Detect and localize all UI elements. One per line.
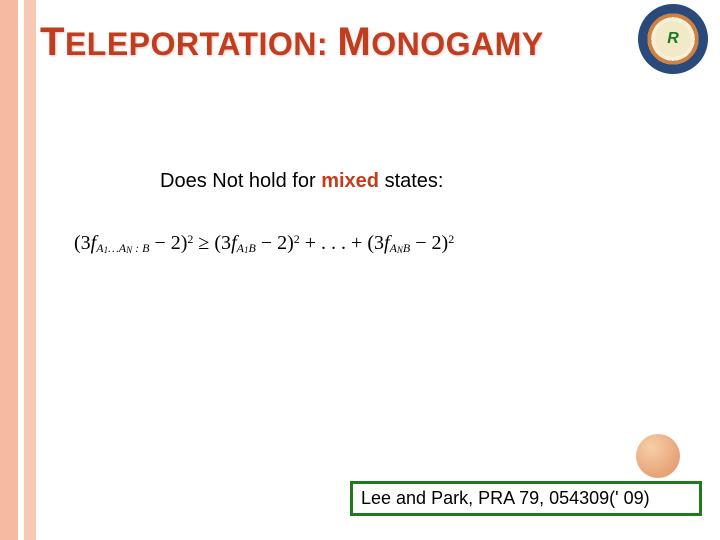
logo-monogram: R: [655, 21, 691, 57]
decorative-dot: [636, 434, 680, 478]
citation-box: Lee and Park, PRA 79, 054309(' 09): [350, 481, 702, 516]
stripe-outer: [0, 0, 18, 540]
subhead-mixed: mixed: [321, 170, 379, 192]
institute-logo: R: [638, 4, 708, 74]
left-accent-stripes: [0, 0, 36, 540]
title-word2-cap: M: [337, 20, 371, 64]
title-separator: :: [317, 26, 338, 62]
title-word1-cap: T: [40, 20, 65, 64]
inequality-formula: (3fA1…AN : B − 2)2 ≥ (3fA1B − 2)2 + . . …: [74, 232, 454, 256]
title-word1-rest: ELEPORTATION: [65, 26, 317, 62]
title-word2-rest: ONOGAMY: [371, 26, 543, 62]
slide-title: TELEPORTATION: MONOGAMY: [40, 20, 544, 65]
stripe-inner: [24, 0, 36, 540]
subhead-post: states:: [379, 170, 443, 192]
citation-text: Lee and Park, PRA 79, 054309(' 09): [361, 488, 650, 508]
subhead-pre: Does Not hold for: [160, 170, 321, 192]
subheading: Does Not hold for mixed states:: [160, 170, 444, 193]
